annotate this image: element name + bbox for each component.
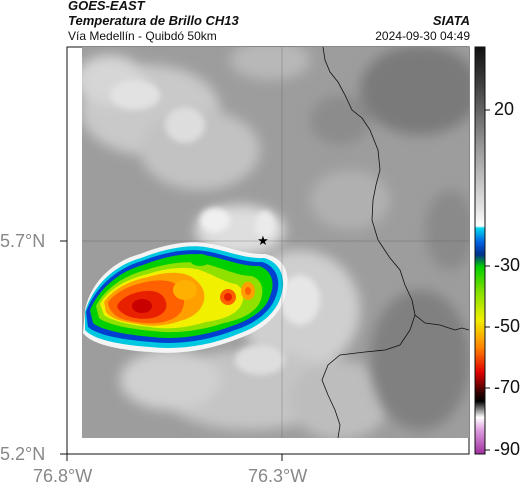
boundary-lines <box>321 47 469 438</box>
agency-label: SIATA <box>432 13 470 28</box>
lon-tick-label: 76.8°W <box>33 466 93 486</box>
colorbar <box>474 46 486 455</box>
product-title: Temperatura de Brillo CH13 <box>68 13 239 28</box>
colorbar-tick-label: -90 <box>494 439 521 459</box>
lat-tick-label: 5.7°N <box>0 231 46 251</box>
datetime-label: 2024-09-30 04:49 <box>375 29 470 43</box>
region-subtitle: Vía Medellín - Quibdó 50km <box>68 29 217 43</box>
lon-tick-label: 76.3°W <box>248 466 308 486</box>
storm-cell <box>83 242 288 353</box>
axis-ticks <box>60 240 283 461</box>
location-star-icon: ★ <box>257 233 269 248</box>
satellite-imagery: ★ <box>82 47 469 438</box>
lat-tick-label: 5.2°N <box>0 444 46 464</box>
colorbar-ticks <box>485 109 490 451</box>
colorbar-tick-label: 20 <box>494 99 515 119</box>
satellite-title: GOES-EAST <box>68 0 145 13</box>
colorbar-tick-label: -50 <box>494 316 521 336</box>
gridlines <box>82 47 469 438</box>
colorbar-tick-label: -30 <box>494 255 521 275</box>
colorbar-tick-label: -70 <box>494 377 521 397</box>
